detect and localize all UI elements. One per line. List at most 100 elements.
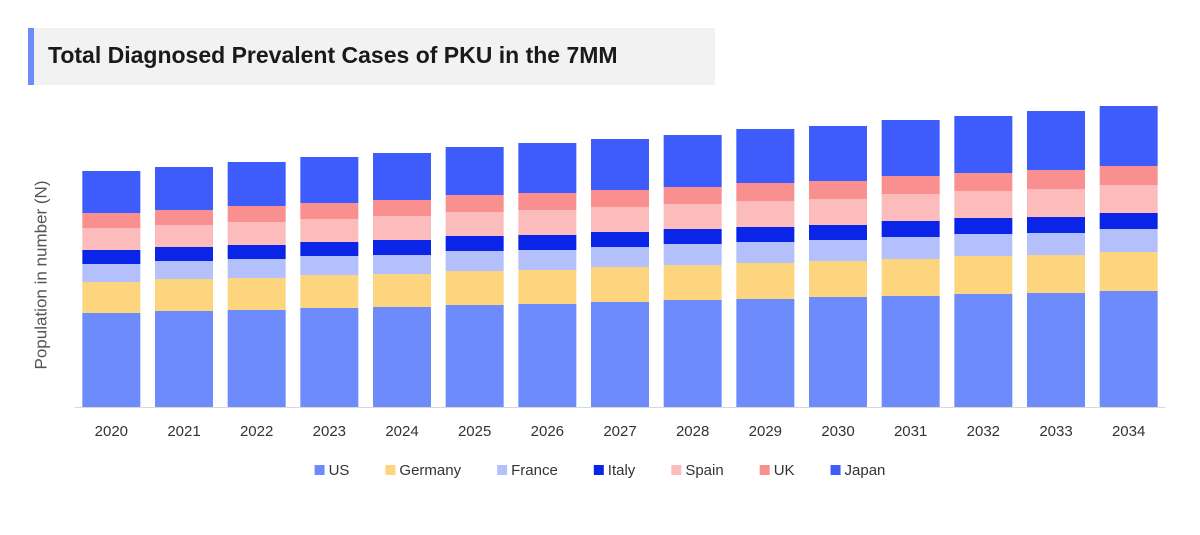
- bar-segment: [227, 206, 286, 222]
- bar-segment: [1027, 217, 1085, 233]
- bar-segment: [445, 236, 504, 251]
- bar-segment: [809, 240, 867, 261]
- bar-segment: [954, 116, 1013, 173]
- bar-segment: [227, 310, 286, 407]
- bar-segment: [155, 279, 213, 311]
- bar-segment: [82, 313, 141, 407]
- legend-marker: [385, 465, 396, 475]
- bar-segment: [591, 232, 649, 247]
- legend-marker: [830, 465, 841, 475]
- bar-segment: [881, 296, 940, 407]
- bar-segment: [445, 212, 504, 236]
- legend-label: UK: [774, 462, 795, 479]
- legend-label: Japan: [845, 462, 886, 479]
- bar-segment: [954, 294, 1013, 407]
- bar-segment: [1099, 252, 1158, 291]
- legend-label: Germany: [399, 462, 461, 479]
- bar-segment: [809, 261, 867, 297]
- bar-segment: [736, 201, 795, 227]
- bar-segment: [881, 259, 940, 296]
- x-tick-label: 2028: [676, 423, 709, 440]
- bar-segment: [518, 250, 577, 270]
- bar-segment: [954, 234, 1013, 256]
- bar-segment: [518, 235, 577, 250]
- bar-segment: [82, 213, 141, 228]
- bar-segment: [809, 126, 867, 181]
- bar-segment: [1099, 213, 1158, 229]
- bar-segment: [1027, 111, 1085, 170]
- bar-segment: [1099, 106, 1158, 166]
- bar-segment: [373, 153, 431, 200]
- legend-label: Italy: [608, 462, 636, 479]
- x-tick-label: 2025: [458, 423, 491, 440]
- bar-segment: [227, 162, 286, 206]
- bar-segment: [663, 265, 722, 300]
- bar-segment: [373, 307, 431, 407]
- bar-segment: [445, 195, 504, 212]
- bar-segment: [373, 274, 431, 307]
- bar-segment: [1027, 170, 1085, 189]
- bar-segment: [736, 129, 795, 183]
- bar-segment: [1099, 166, 1158, 185]
- x-tick-label: 2033: [1039, 423, 1072, 440]
- bar-segment: [591, 247, 649, 267]
- x-tick-label: 2031: [894, 423, 927, 440]
- bar-segment: [881, 221, 940, 237]
- bar-segment: [1027, 255, 1085, 293]
- bar-segment: [663, 244, 722, 265]
- x-tick-label: 2027: [603, 423, 636, 440]
- bar-segment: [373, 216, 431, 240]
- bar-segment: [736, 242, 795, 263]
- bar-segment: [155, 311, 213, 407]
- bar-segment: [954, 173, 1013, 191]
- bar-segment: [1099, 291, 1158, 407]
- bar-segment: [881, 194, 940, 221]
- x-tick-label: 2029: [749, 423, 782, 440]
- bar-segment: [591, 302, 649, 407]
- bar-segment: [881, 237, 940, 259]
- bar-segment: [591, 190, 649, 207]
- bar-segment: [300, 308, 359, 407]
- bar-segment: [518, 143, 577, 193]
- bar-segment: [663, 229, 722, 244]
- bar-segment: [1099, 185, 1158, 213]
- bar-segment: [155, 210, 213, 225]
- bar-segment: [300, 275, 359, 308]
- bar-segment: [1027, 233, 1085, 255]
- bar-segment: [954, 256, 1013, 294]
- bar-segment: [663, 204, 722, 229]
- x-tick-label: 2020: [95, 423, 128, 440]
- bar-segment: [663, 300, 722, 407]
- bar-segment: [445, 147, 504, 195]
- bar-segment: [445, 305, 504, 407]
- x-tick-label: 2032: [967, 423, 1000, 440]
- bar-segment: [954, 191, 1013, 218]
- bar-segment: [155, 225, 213, 247]
- legend-marker: [671, 465, 682, 475]
- title-accent: [28, 28, 34, 85]
- bar-segment: [155, 261, 213, 279]
- title-box: [28, 28, 715, 85]
- legend-marker: [314, 465, 325, 475]
- bar-segment: [82, 282, 141, 313]
- bar-segment: [373, 240, 431, 255]
- bar-segment: [445, 271, 504, 305]
- bar-segment: [591, 267, 649, 302]
- bar-segment: [300, 157, 359, 203]
- bar-segment: [82, 228, 141, 250]
- bar-segment: [82, 264, 141, 282]
- bar-segment: [809, 199, 867, 225]
- legend-label: France: [511, 462, 558, 479]
- x-tick-label: 2022: [240, 423, 273, 440]
- bar-segment: [227, 245, 286, 259]
- bar-segment: [1027, 293, 1085, 407]
- bar-segment: [663, 187, 722, 204]
- bar-segment: [881, 176, 940, 194]
- bar-segment: [300, 219, 359, 242]
- bar-segment: [518, 210, 577, 235]
- bar-segment: [663, 135, 722, 187]
- bar-segment: [82, 171, 141, 213]
- bar-segment: [373, 255, 431, 274]
- bar-segment: [736, 263, 795, 299]
